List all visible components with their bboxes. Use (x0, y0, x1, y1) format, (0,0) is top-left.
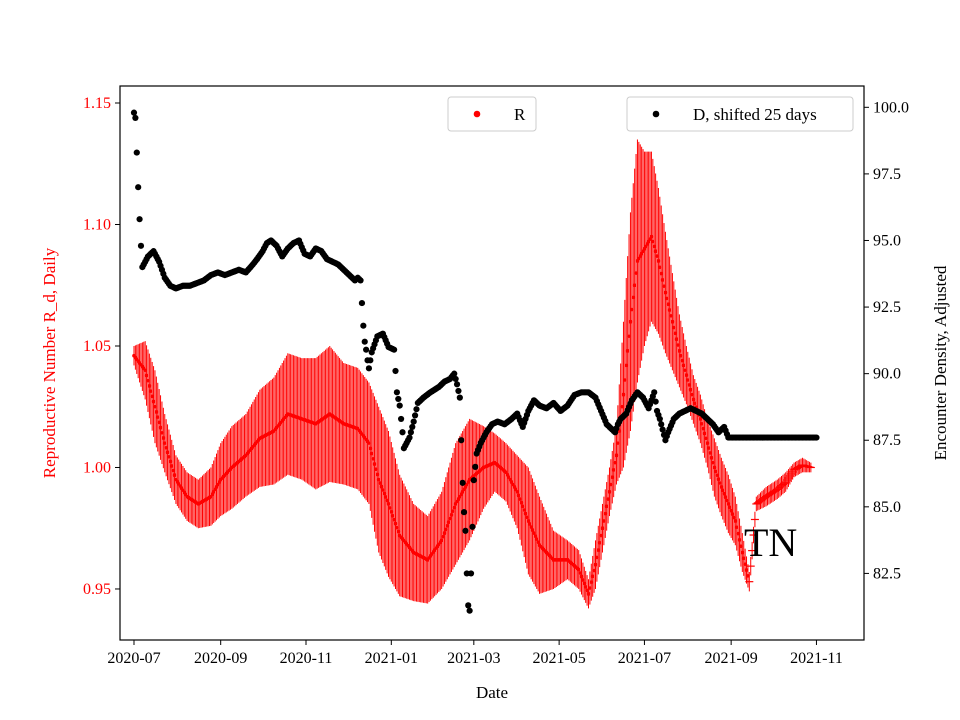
d-point (467, 570, 475, 577)
y-left-tick-label: 1.15 (83, 95, 111, 112)
d-point (452, 375, 459, 383)
y-left-tick-label: 1.00 (83, 459, 111, 476)
x-tick-label: 2021-05 (532, 650, 585, 667)
y-right-tick-label: 85.0 (873, 499, 901, 516)
d-point (465, 602, 472, 609)
x-tick-label: 2020-11 (280, 650, 333, 667)
d-point (130, 109, 138, 116)
y-left-tick-label: 0.95 (83, 581, 111, 598)
d-point (133, 149, 140, 156)
d-point (367, 357, 374, 364)
x-tick-label: 2021-11 (790, 650, 843, 667)
legend-d-label: D, shifted 25 days (693, 105, 817, 124)
d-point (411, 412, 419, 419)
d-point (813, 434, 820, 441)
d-point (455, 387, 462, 395)
y-right-tick-label: 92.5 (873, 299, 901, 316)
d-point (392, 367, 399, 375)
y-right-tick-label: 100.0 (873, 99, 909, 116)
d-point (413, 406, 420, 413)
d-point (462, 527, 469, 534)
x-tick-label: 2021-01 (365, 650, 418, 667)
y-axis-right-label: Encounter Density, Adjusted (931, 265, 950, 460)
d-point (469, 523, 476, 530)
d-point (451, 370, 458, 377)
d-point (391, 346, 398, 353)
d-point (399, 429, 406, 436)
y-right-tick-label: 87.5 (873, 432, 901, 449)
x-tick-label: 2021-09 (704, 650, 757, 667)
x-axis: 2020-07 2020-09 2020-11 2021-01 2021-03 2021-… (107, 640, 843, 667)
d-point (136, 216, 143, 223)
legend-r: R (447, 96, 537, 132)
d-point (651, 389, 658, 396)
d-point (472, 463, 479, 470)
d-point (406, 434, 413, 441)
d-point (460, 509, 468, 516)
d-point (396, 402, 403, 409)
d-point (135, 184, 142, 191)
y-right-tick-label: 90.0 (873, 366, 901, 383)
d-point (659, 426, 666, 433)
d-point (397, 415, 405, 423)
d-point (470, 477, 477, 484)
legend-d-marker (652, 110, 660, 118)
d-point (365, 365, 373, 372)
legend-d-box (626, 96, 854, 132)
d-point (658, 421, 665, 428)
plot-frame (119, 85, 865, 641)
x-tick-label: 2021-07 (618, 650, 671, 667)
d-point (407, 429, 414, 436)
x-axis-label: Date (476, 683, 508, 702)
d-point (358, 299, 366, 307)
y-left-tick-label: 1.10 (83, 217, 111, 234)
d-series (130, 109, 820, 614)
tn-annotation: TN (744, 520, 797, 565)
x-tick-label: 2020-09 (194, 650, 247, 667)
y-left-tick-label: 1.05 (83, 338, 111, 355)
y-axis-left: 0.95 1.00 1.05 1.10 1.15 (83, 95, 120, 598)
legend-d: D, shifted 25 days (626, 96, 854, 132)
d-point (652, 398, 659, 405)
d-point (363, 346, 370, 353)
y-axis-right: 82.5 85.0 87.5 90.0 92.5 95.0 97.5 100.0 (864, 99, 909, 582)
d-point (132, 114, 139, 122)
x-tick-label: 2021-03 (447, 650, 500, 667)
d-point (656, 415, 663, 423)
d-point (456, 394, 463, 401)
d-point (453, 381, 461, 388)
d-point (361, 338, 368, 345)
r-series (132, 139, 815, 609)
d-point (137, 242, 145, 249)
d-point (459, 479, 466, 486)
d-point (458, 437, 465, 444)
d-point (360, 322, 367, 329)
y-right-tick-label: 95.0 (873, 232, 901, 249)
y-axis-left-label: Reproductive Number R_d, Daily (40, 247, 59, 478)
y-right-tick-label: 97.5 (873, 166, 901, 183)
legend-r-box (447, 96, 537, 132)
y-right-tick-label: 82.5 (873, 565, 901, 582)
d-point (395, 395, 402, 403)
d-point (410, 418, 417, 425)
d-point (393, 389, 401, 396)
legend-r-marker (473, 110, 481, 118)
d-point (409, 423, 416, 431)
d-point (466, 607, 473, 614)
legend-r-label: R (514, 105, 526, 124)
x-tick-label: 2020-07 (107, 650, 160, 667)
d-point (357, 277, 364, 284)
